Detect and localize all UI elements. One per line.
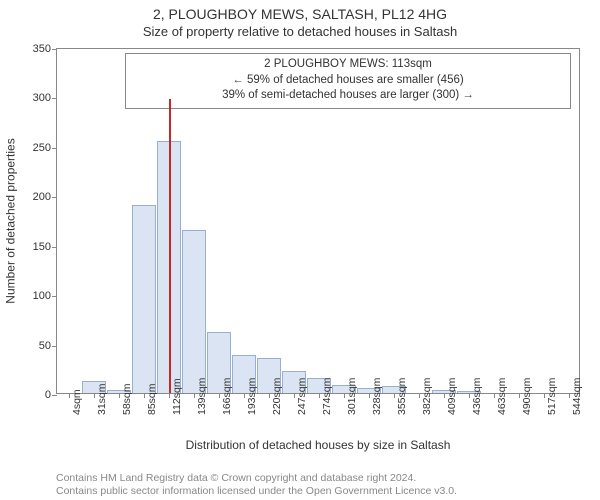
y-axis-label: Number of detached properties [2, 48, 20, 394]
x-tick-mark [294, 393, 295, 398]
info-annotation-box: 2 PLOUGHBOY MEWS: 113sqm ← 59% of detach… [125, 53, 571, 109]
x-tick-label: 4sqm [71, 389, 83, 415]
x-tick-mark [494, 393, 495, 398]
info-line-smaller: ← 59% of detached houses are smaller (45… [134, 73, 562, 89]
x-tick-mark [344, 393, 345, 398]
x-tick-mark [219, 393, 220, 398]
x-tick-mark [119, 393, 120, 398]
x-tick-mark [244, 393, 245, 398]
x-tick-label: 355sqm [396, 378, 408, 415]
histogram-bar [182, 230, 206, 393]
y-tick-mark [52, 148, 57, 149]
x-tick-label: 301sqm [346, 378, 358, 415]
x-tick-label: 274sqm [321, 378, 333, 415]
title-address: 2, PLOUGHBOY MEWS, SALTASH, PL12 4HG [0, 0, 600, 22]
info-line-larger: 39% of semi-detached houses are larger (… [134, 88, 562, 104]
y-tick-mark [52, 346, 57, 347]
x-tick-mark [544, 393, 545, 398]
x-tick-mark [519, 393, 520, 398]
x-tick-label: 490sqm [521, 378, 533, 415]
x-axis-label: Distribution of detached houses by size … [56, 438, 580, 452]
y-tick-mark [52, 49, 57, 50]
x-tick-mark [319, 393, 320, 398]
x-tick-mark [144, 393, 145, 398]
x-tick-label: 544sqm [571, 378, 583, 415]
chart-container: { "chart": { "type": "histogram", "title… [0, 0, 600, 500]
y-tick-mark [52, 98, 57, 99]
x-tick-mark [69, 393, 70, 398]
title-subtitle: Size of property relative to detached ho… [0, 22, 600, 43]
credits-line-1: Contains HM Land Registry data © Crown c… [56, 472, 580, 485]
y-tick-mark [52, 395, 57, 396]
x-tick-label: 409sqm [446, 378, 458, 415]
x-tick-label: 31sqm [96, 383, 108, 415]
x-tick-label: 463sqm [496, 378, 508, 415]
reference-line [169, 99, 171, 393]
plot-area: 2 PLOUGHBOY MEWS: 113sqm ← 59% of detach… [56, 48, 580, 394]
x-tick-label: 436sqm [471, 378, 483, 415]
info-line-property-size: 2 PLOUGHBOY MEWS: 113sqm [134, 57, 562, 73]
y-tick-mark [52, 296, 57, 297]
histogram-bar [132, 205, 156, 393]
x-tick-mark [169, 393, 170, 398]
x-tick-mark [419, 393, 420, 398]
credits: Contains HM Land Registry data © Crown c… [56, 472, 580, 498]
x-tick-mark [369, 393, 370, 398]
x-tick-mark [444, 393, 445, 398]
x-tick-mark [194, 393, 195, 398]
x-tick-label: 517sqm [546, 378, 558, 415]
x-tick-mark [94, 393, 95, 398]
y-tick-mark [52, 197, 57, 198]
credits-line-2: Contains public sector information licen… [56, 485, 580, 498]
x-tick-mark [469, 393, 470, 398]
x-tick-mark [269, 393, 270, 398]
x-tick-label: 328sqm [371, 378, 383, 415]
x-tick-mark [569, 393, 570, 398]
x-tick-mark [394, 393, 395, 398]
y-tick-mark [52, 247, 57, 248]
x-tick-label: 382sqm [421, 378, 433, 415]
